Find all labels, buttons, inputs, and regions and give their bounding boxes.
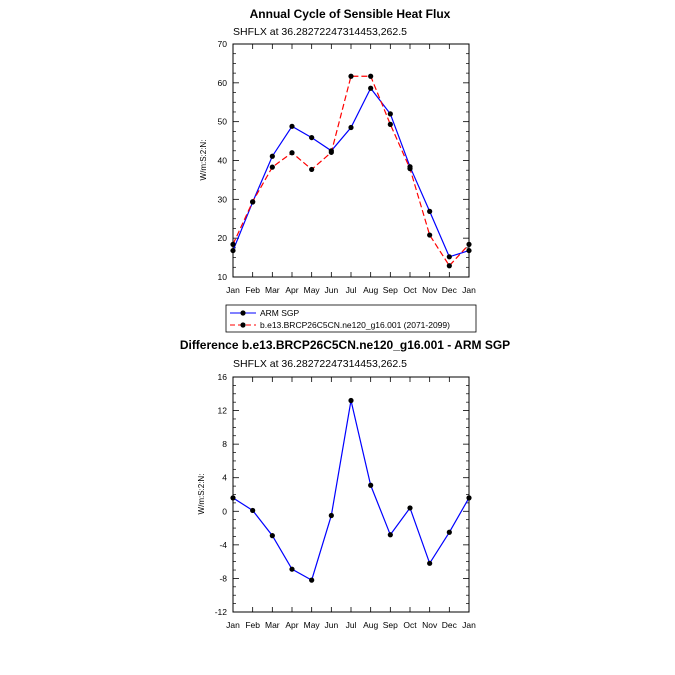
y-tick-label: 60 bbox=[218, 78, 228, 88]
plot-frame bbox=[232, 376, 470, 613]
data-point bbox=[368, 482, 374, 488]
chart-title: Annual Cycle of Sensible Heat Flux bbox=[250, 7, 451, 21]
series-line-0 bbox=[232, 400, 470, 581]
x-tick-label: Jan bbox=[226, 620, 240, 630]
data-point bbox=[289, 566, 295, 572]
data-point bbox=[446, 263, 452, 269]
x-tick-label: Oct bbox=[403, 620, 417, 630]
data-point bbox=[230, 241, 236, 247]
x-tick-label: Jan bbox=[226, 285, 240, 295]
legend-label-model: b.e13.BRCP26C5CN.ne120_g16.001 (2071-209… bbox=[260, 320, 450, 330]
x-tick-label: Mar bbox=[265, 285, 280, 295]
legend-marker-arm bbox=[240, 310, 246, 316]
data-point bbox=[230, 495, 236, 501]
data-point bbox=[427, 560, 433, 566]
chart-difference: Difference b.e13.BRCP26C5CN.ne120_g16.00… bbox=[180, 338, 510, 630]
y-tick-label: 8 bbox=[222, 439, 227, 449]
data-point bbox=[387, 532, 393, 538]
x-tick-label: May bbox=[304, 285, 321, 295]
legend-label-arm: ARM SGP bbox=[260, 308, 300, 318]
chart-subtitle: SHFLX at 36.28272247314453,262.5 bbox=[233, 358, 407, 370]
data-point bbox=[466, 495, 472, 501]
y-tick-label: 70 bbox=[218, 39, 228, 49]
data-point bbox=[387, 111, 393, 117]
y-tick-label: 10 bbox=[218, 272, 228, 282]
data-point bbox=[348, 124, 354, 131]
data-point bbox=[269, 533, 275, 539]
data-point bbox=[230, 247, 236, 254]
y-tick-label: 50 bbox=[218, 117, 228, 127]
y-tick-label: 40 bbox=[218, 156, 228, 166]
x-tick-label: Aug bbox=[363, 620, 378, 630]
data-point bbox=[309, 577, 315, 583]
y-axis-label: W/m:S:2:N: bbox=[197, 474, 206, 515]
legend: ARM SGP b.e13.BRCP26C5CN.ne120_g16.001 (… bbox=[225, 304, 477, 333]
series-line-0 bbox=[232, 87, 470, 258]
data-point bbox=[368, 85, 374, 91]
x-tick-label: Mar bbox=[265, 620, 280, 630]
series-line-1 bbox=[232, 75, 470, 267]
data-point bbox=[427, 232, 433, 238]
x-tick-label: Nov bbox=[422, 620, 438, 630]
data-point bbox=[348, 73, 354, 79]
data-point bbox=[407, 166, 413, 172]
data-point bbox=[446, 254, 452, 260]
x-tick-label: Dec bbox=[442, 285, 458, 295]
y-tick-label: 20 bbox=[218, 233, 228, 243]
data-point bbox=[328, 512, 334, 519]
data-point bbox=[407, 505, 413, 511]
data-point bbox=[269, 153, 275, 159]
data-point bbox=[427, 208, 433, 214]
data-point bbox=[446, 529, 452, 535]
plot-frame bbox=[232, 43, 470, 278]
chart-subtitle: SHFLX at 36.28272247314453,262.5 bbox=[233, 26, 407, 38]
data-point bbox=[289, 150, 295, 156]
y-tick-label: -4 bbox=[219, 540, 227, 550]
data-point bbox=[309, 134, 315, 141]
data-point bbox=[250, 199, 256, 205]
data-point bbox=[250, 507, 256, 514]
legend-marker-model bbox=[240, 322, 246, 328]
plot-area: Jan Feb Mar Apr May Jun Jul Aug Sep Oct Nov Dec Jan -… bbox=[215, 372, 476, 630]
y-tick-label: 16 bbox=[218, 372, 228, 382]
data-point bbox=[289, 123, 295, 129]
data-point bbox=[387, 121, 393, 127]
data-point bbox=[466, 241, 472, 247]
y-axis-label: W/m:S:2:N: bbox=[199, 140, 208, 181]
data-point bbox=[309, 166, 315, 173]
x-tick-label: May bbox=[304, 620, 321, 630]
x-tick-label: Jun bbox=[324, 285, 338, 295]
y-tick-label: 4 bbox=[222, 473, 227, 483]
data-point bbox=[269, 164, 275, 170]
x-tick-label: Sep bbox=[383, 620, 398, 630]
x-tick-label: Jan bbox=[462, 620, 476, 630]
y-tick-label: 30 bbox=[218, 194, 228, 204]
chart-annual-cycle: Annual Cycle of Sensible Heat Flux SHFLX… bbox=[199, 7, 476, 295]
x-tick-label: Apr bbox=[285, 285, 298, 295]
chart-title: Difference b.e13.BRCP26C5CN.ne120_g16.00… bbox=[180, 338, 510, 352]
x-tick-label: Feb bbox=[245, 285, 260, 295]
y-tick-label: -12 bbox=[215, 607, 228, 617]
data-point bbox=[348, 397, 354, 404]
data-point bbox=[466, 247, 472, 254]
legend-box bbox=[225, 304, 477, 333]
data-point bbox=[328, 149, 334, 155]
x-tick-label: Jan bbox=[462, 285, 476, 295]
x-tick-label: Feb bbox=[245, 620, 260, 630]
plot-area: Jan Feb Mar Apr May Jun Jul Aug Sep Oct Nov Dec Jan 1… bbox=[218, 39, 477, 295]
x-tick-label: Jun bbox=[324, 620, 338, 630]
y-tick-label: 0 bbox=[222, 506, 227, 516]
x-tick-label: Sep bbox=[383, 285, 398, 295]
x-tick-label: Apr bbox=[285, 620, 298, 630]
x-tick-label: Oct bbox=[403, 285, 417, 295]
data-point bbox=[368, 73, 374, 79]
x-tick-label: Aug bbox=[363, 285, 378, 295]
y-tick-label: 12 bbox=[218, 406, 228, 416]
y-tick-label: -8 bbox=[219, 573, 227, 583]
x-tick-label: Nov bbox=[422, 285, 438, 295]
x-tick-label: Dec bbox=[442, 620, 458, 630]
x-tick-label: Jul bbox=[346, 620, 357, 630]
x-tick-label: Jul bbox=[346, 285, 357, 295]
